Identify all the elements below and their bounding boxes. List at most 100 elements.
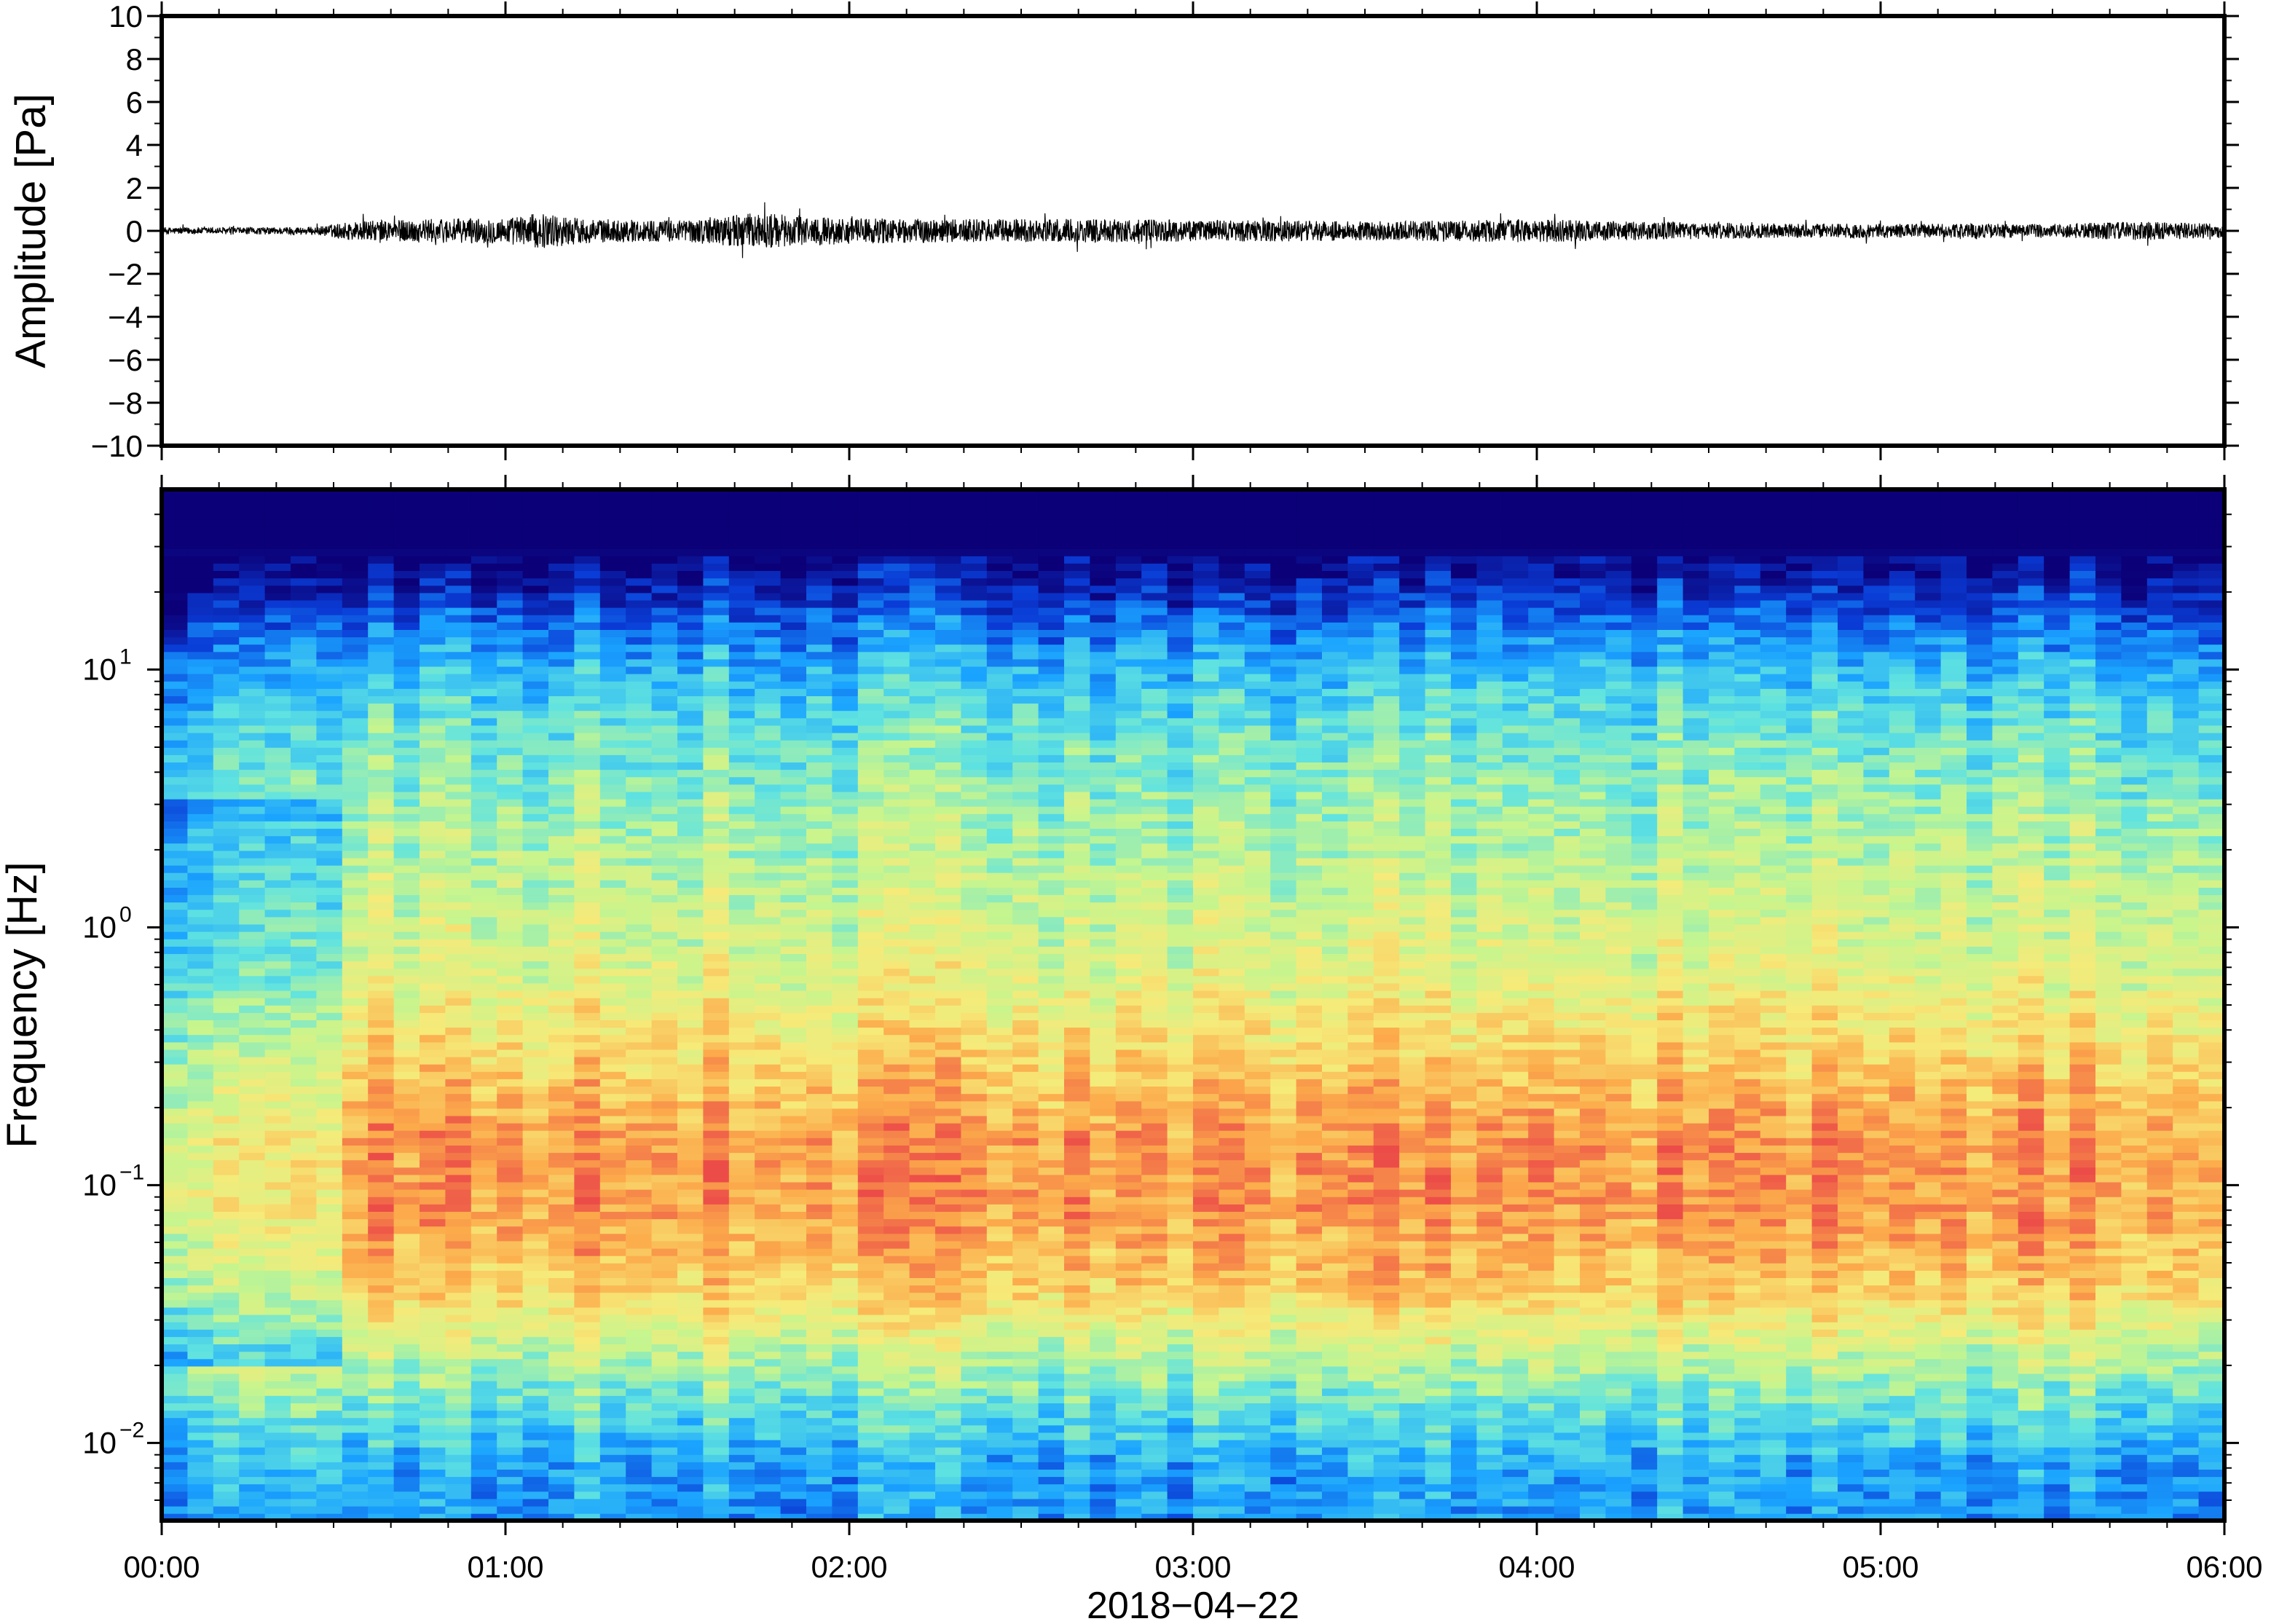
spectrogram-cell bbox=[1038, 821, 1065, 829]
spectrogram-cell bbox=[832, 629, 859, 638]
spectrogram-cell bbox=[626, 497, 653, 505]
spectrogram-cell bbox=[961, 556, 988, 564]
spectrogram-cell bbox=[368, 1432, 395, 1440]
spectrogram-cell bbox=[986, 784, 1013, 792]
spectrogram-cell bbox=[548, 1063, 575, 1072]
spectrogram-cell bbox=[213, 1086, 240, 1095]
spectrogram-cell bbox=[986, 1108, 1013, 1116]
spectrogram-cell bbox=[728, 1056, 755, 1065]
spectrogram-cell bbox=[368, 1462, 395, 1470]
spectrogram-cell bbox=[1038, 953, 1065, 962]
spectrogram-cell bbox=[755, 732, 782, 741]
spectrogram-cell bbox=[187, 880, 214, 888]
spectrogram-cell bbox=[187, 1321, 214, 1330]
spectrogram-cell bbox=[806, 1005, 833, 1013]
spectrogram-cell bbox=[162, 1145, 189, 1154]
spectrogram-cell bbox=[239, 784, 266, 792]
spectrogram-cell bbox=[626, 857, 653, 866]
spectrogram-cell bbox=[342, 1277, 369, 1286]
spectrogram-cell bbox=[883, 703, 910, 712]
spectrogram-cell bbox=[574, 828, 601, 837]
spectrogram-cell bbox=[935, 939, 962, 947]
spectrogram-cell bbox=[239, 762, 266, 770]
spectrogram-cell bbox=[420, 1432, 446, 1440]
spectrogram-cell bbox=[497, 953, 524, 962]
spectrogram-cell bbox=[574, 880, 601, 888]
spectrogram-cell bbox=[316, 1181, 343, 1190]
spectrogram-cell bbox=[213, 784, 240, 792]
spectrogram-cell bbox=[883, 1476, 910, 1485]
spectrogram-cell bbox=[420, 1071, 446, 1079]
spectrogram-cell bbox=[883, 791, 910, 800]
spectrogram-cell bbox=[239, 710, 266, 719]
spectrogram-cell bbox=[574, 1167, 601, 1175]
spectrogram-cell bbox=[651, 1130, 678, 1138]
spectrogram-cell bbox=[780, 1071, 807, 1079]
spectrogram-cell bbox=[883, 599, 910, 608]
spectrogram-cell bbox=[651, 1189, 678, 1197]
spectrogram-cell bbox=[368, 1373, 395, 1381]
spectrogram-cell bbox=[1038, 931, 1065, 939]
spectrogram-cell bbox=[239, 636, 266, 645]
spectrogram-cell bbox=[626, 1336, 653, 1344]
spectrogram-cell bbox=[1038, 1255, 1065, 1264]
spectrogram-cell bbox=[755, 1299, 782, 1308]
spectrogram-cell bbox=[961, 511, 988, 520]
spectrogram-cell bbox=[393, 872, 420, 880]
spectrogram-cell bbox=[187, 997, 214, 1006]
spectrogram-cell bbox=[187, 695, 214, 704]
spectrogram-cell bbox=[961, 1424, 988, 1433]
spectrogram-cell bbox=[162, 931, 189, 939]
spectrogram-cell bbox=[599, 1189, 626, 1197]
spectrogram-cell bbox=[548, 880, 575, 888]
spectrogram-cell bbox=[626, 1299, 653, 1308]
spectrogram-cell bbox=[832, 1329, 859, 1337]
spectrogram-cell bbox=[368, 1314, 395, 1323]
spectrogram-cell bbox=[471, 1071, 497, 1079]
spectrogram-cell bbox=[342, 703, 369, 712]
spectrogram-cell bbox=[316, 931, 343, 939]
spectrogram-cell bbox=[291, 1049, 318, 1057]
spectrogram-cell bbox=[780, 614, 807, 623]
spectrogram-cell bbox=[162, 1336, 189, 1344]
spectrogram-cell bbox=[522, 857, 549, 866]
spectrogram-cell bbox=[961, 1093, 988, 1102]
spectrogram-cell bbox=[239, 1380, 266, 1389]
spectrogram-cell bbox=[599, 1197, 626, 1205]
spectrogram-cell bbox=[651, 1358, 678, 1367]
spectrogram-cell bbox=[755, 1491, 782, 1499]
spectrogram-cell bbox=[677, 607, 704, 615]
spectrogram-cell bbox=[1038, 1365, 1065, 1374]
spectrogram-cell bbox=[239, 1483, 266, 1492]
spectrogram-cell bbox=[548, 1020, 575, 1028]
spectrogram-cell bbox=[316, 821, 343, 829]
spectrogram-cell bbox=[806, 968, 833, 977]
spectrogram-cell bbox=[832, 872, 859, 880]
spectrogram-cell bbox=[239, 1005, 266, 1013]
spectrogram-cell bbox=[626, 990, 653, 998]
spectrogram-cell bbox=[522, 651, 549, 660]
spectrogram-cell bbox=[342, 990, 369, 998]
spectrogram-cell bbox=[651, 688, 678, 696]
spectrogram-cell bbox=[755, 1373, 782, 1381]
spectrogram-cell bbox=[316, 1329, 343, 1337]
spectrogram-cell bbox=[471, 1432, 497, 1440]
spectrogram-cell bbox=[471, 813, 497, 821]
spectrogram-cell bbox=[883, 673, 910, 682]
spectrogram-cell bbox=[213, 1197, 240, 1205]
spectrogram-cell bbox=[755, 636, 782, 645]
spectrogram-cell bbox=[445, 1462, 472, 1470]
spectrogram-cell bbox=[368, 887, 395, 896]
spectrogram-cell bbox=[1012, 1204, 1039, 1212]
spectrogram-cell bbox=[291, 1329, 318, 1337]
spectrogram-cell bbox=[755, 747, 782, 755]
spectrogram-cell bbox=[393, 1211, 420, 1220]
spectrogram-cell bbox=[213, 1403, 240, 1411]
spectrogram-cell bbox=[162, 1189, 189, 1197]
spectrogram-cell bbox=[755, 717, 782, 726]
spectrogram-cell bbox=[986, 1012, 1013, 1020]
spectrogram-cell bbox=[497, 1034, 524, 1043]
spectrogram-cell bbox=[393, 798, 420, 807]
spectrogram-cell bbox=[755, 519, 782, 527]
spectrogram-cell bbox=[342, 769, 369, 778]
